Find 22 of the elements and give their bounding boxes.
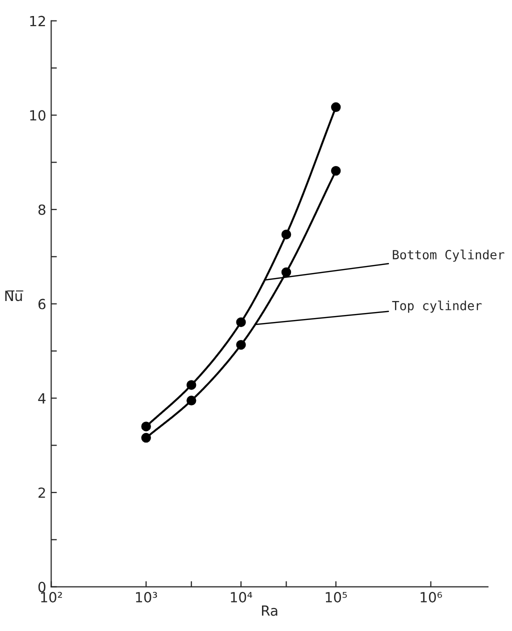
point: [141, 422, 151, 432]
point: [331, 102, 341, 112]
y-tick-label: 6: [38, 298, 46, 310]
y-tick-label: 4: [38, 393, 46, 404]
text: Top cylinder: [392, 300, 482, 313]
text: Bottom Cylinder: [392, 250, 504, 262]
point: [331, 166, 341, 176]
point: [236, 317, 246, 328]
point: [141, 432, 151, 443]
y-tick-label: 0: [38, 582, 46, 592]
x-tick-label: 10³: [136, 592, 158, 602]
x-tick-label: 10⁶: [420, 592, 442, 602]
y-tick-label: 8: [38, 204, 46, 215]
x-tick-label: 10²: [41, 592, 62, 602]
x-tick-label: 10⁴: [230, 592, 252, 602]
x-axis-title: Ra: [262, 606, 278, 616]
x-tick-label: 10⁵: [326, 592, 347, 602]
y-axis-title: N̅u̅: [5, 290, 24, 302]
y-tick-label: 12: [30, 16, 45, 26]
point: [236, 340, 246, 350]
y-tick-label: 10: [30, 110, 46, 121]
y-tick-label: 2: [38, 487, 45, 498]
